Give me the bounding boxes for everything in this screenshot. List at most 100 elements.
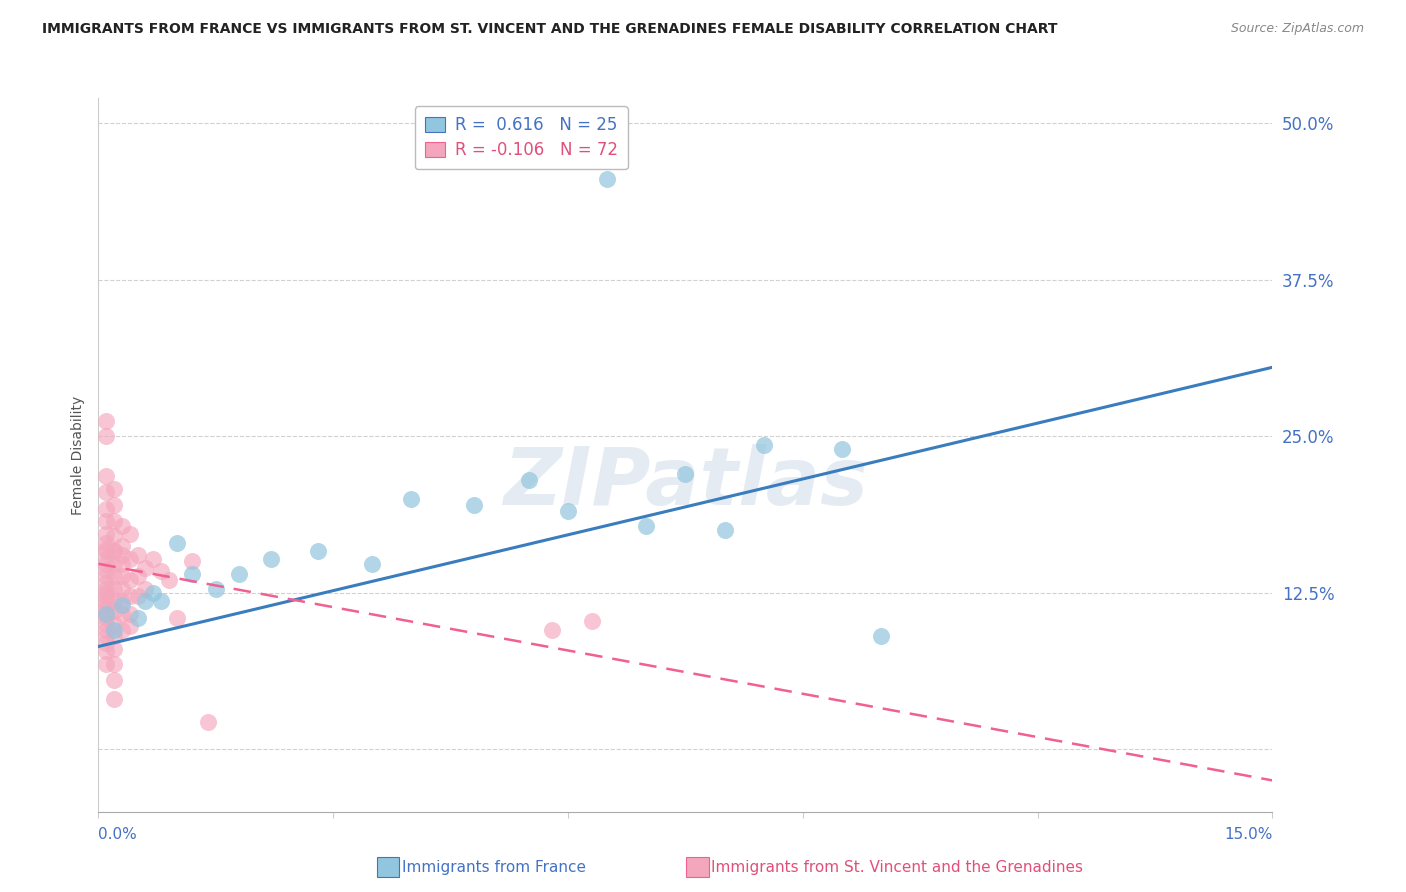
Point [111, 569, 134, 583]
Point [96, 644, 118, 658]
Point [401, 491, 423, 506]
Point [96, 607, 118, 621]
Point [96, 563, 118, 577]
Point [118, 607, 141, 621]
Point [197, 714, 219, 729]
Point [713, 523, 735, 537]
Point [596, 172, 619, 186]
Point [103, 544, 125, 558]
Point [557, 504, 579, 518]
Point [142, 585, 165, 599]
Point [111, 623, 134, 637]
Point [111, 594, 134, 608]
Point [96, 485, 118, 500]
Point [103, 673, 125, 688]
Point [870, 630, 893, 644]
Point [675, 467, 697, 481]
Point [111, 598, 134, 612]
Point [96, 469, 118, 483]
Text: IMMIGRANTS FROM FRANCE VS IMMIGRANTS FROM ST. VINCENT AND THE GRENADINES FEMALE : IMMIGRANTS FROM FRANCE VS IMMIGRANTS FRO… [42, 22, 1057, 37]
Point [118, 619, 141, 633]
Point [96, 623, 118, 637]
Point [96, 514, 118, 528]
Point [103, 616, 125, 631]
Point [111, 519, 134, 533]
Point [752, 438, 775, 452]
Point [111, 557, 134, 571]
Point [103, 657, 125, 671]
Point [103, 569, 125, 583]
Point [150, 594, 173, 608]
Point [307, 544, 329, 558]
Point [111, 607, 134, 621]
Point [103, 604, 125, 618]
Point [96, 598, 118, 612]
Point [103, 544, 125, 558]
Point [118, 526, 141, 541]
Text: Immigrants from France: Immigrants from France [402, 860, 586, 874]
Point [111, 582, 134, 596]
Point [96, 616, 118, 631]
Point [96, 575, 118, 590]
Point [228, 566, 250, 581]
Point [96, 594, 118, 608]
Point [103, 594, 125, 608]
Point [96, 526, 118, 541]
Point [96, 582, 118, 596]
Point [636, 519, 658, 533]
Text: ZIPatlas: ZIPatlas [503, 444, 868, 523]
Point [118, 551, 141, 566]
Point [103, 498, 125, 512]
Point [103, 557, 125, 571]
Point [96, 569, 118, 583]
Point [205, 582, 228, 596]
Point [96, 602, 118, 616]
Point [103, 482, 125, 496]
Text: 15.0%: 15.0% [1225, 827, 1272, 842]
Point [118, 573, 141, 587]
Point [127, 610, 149, 624]
Point [96, 636, 118, 650]
Point [111, 539, 134, 553]
Point [103, 529, 125, 543]
Point [96, 535, 118, 549]
Point [181, 554, 204, 568]
Text: Immigrants from St. Vincent and the Grenadines: Immigrants from St. Vincent and the Gren… [711, 860, 1084, 874]
Point [361, 557, 384, 571]
Point [103, 582, 125, 596]
Point [96, 544, 118, 558]
Point [118, 590, 141, 604]
Point [166, 535, 188, 549]
Point [127, 548, 149, 562]
Point [96, 551, 118, 566]
Point [96, 501, 118, 516]
Point [96, 630, 118, 644]
Point [103, 642, 125, 657]
Point [134, 582, 156, 596]
Point [103, 692, 125, 706]
Point [103, 623, 125, 637]
Point [517, 473, 540, 487]
Point [103, 514, 125, 528]
Point [96, 429, 118, 443]
Point [259, 551, 281, 566]
Point [96, 610, 118, 624]
Point [581, 615, 603, 629]
Point [150, 565, 173, 579]
Text: 0.0%: 0.0% [98, 827, 138, 842]
Point [157, 573, 180, 587]
Point [111, 548, 134, 562]
Point [96, 585, 118, 599]
Point [96, 541, 118, 556]
Y-axis label: Female Disability: Female Disability [72, 395, 86, 515]
Point [127, 569, 149, 583]
Text: Source: ZipAtlas.com: Source: ZipAtlas.com [1230, 22, 1364, 36]
Point [166, 610, 188, 624]
Point [142, 551, 165, 566]
Point [96, 414, 118, 428]
Point [134, 594, 156, 608]
Point [463, 498, 485, 512]
Point [541, 623, 564, 637]
Point [127, 590, 149, 604]
Point [96, 590, 118, 604]
